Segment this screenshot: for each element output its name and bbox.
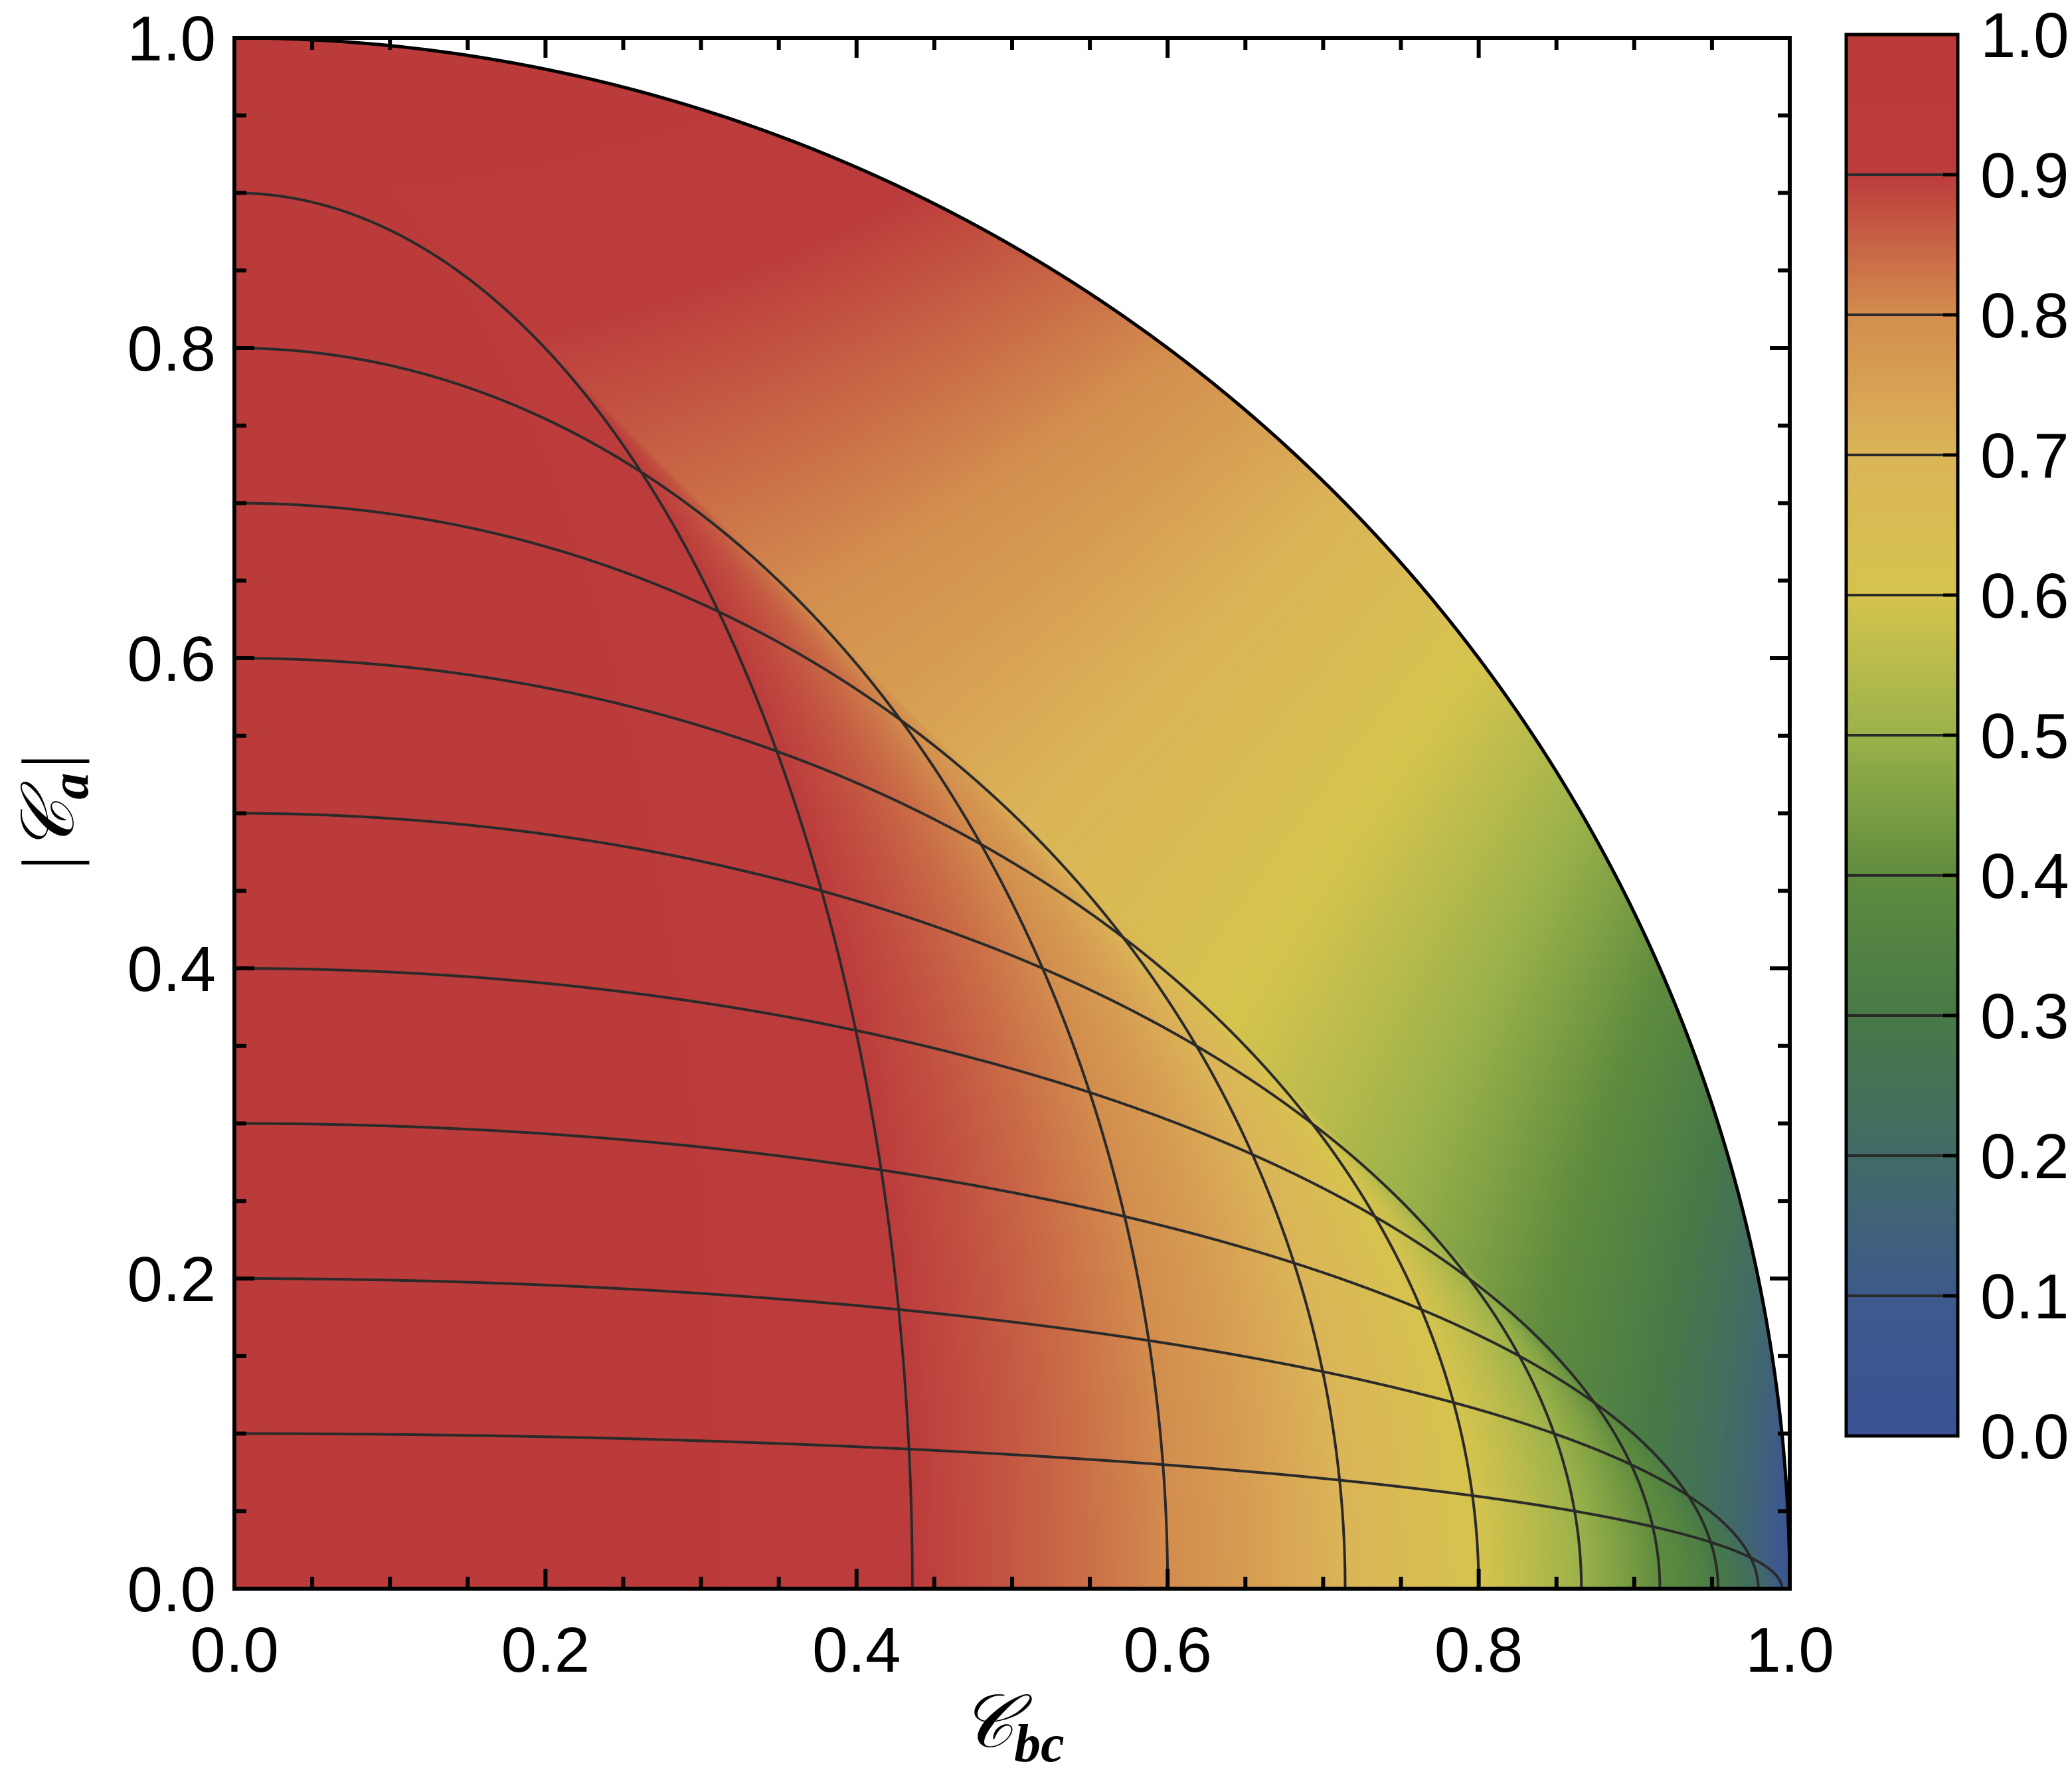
y-tick-label: 0.8 (128, 313, 216, 385)
y-tick-label: 0.4 (128, 934, 216, 1005)
y-axis-label: |𝒞a| (7, 752, 100, 874)
colorbar-tick-label: 0.4 (1980, 841, 2069, 912)
contour-line (234, 1122, 1720, 1589)
x-tick-label: 0.8 (1434, 1615, 1523, 1686)
contour-line (234, 1432, 1784, 1589)
y-axis-label-prefix: | (7, 853, 90, 874)
colorbar-tick-label: 0.9 (1980, 140, 2069, 211)
x-tick-label: 0.0 (190, 1615, 278, 1686)
x-tick-label: 1.0 (1745, 1615, 1834, 1686)
contour-line (234, 657, 1480, 1589)
y-tick-label: 0.6 (128, 624, 216, 695)
y-tick-label: 0.0 (128, 1554, 216, 1625)
contour-line (234, 812, 1583, 1589)
domain-boundary-arc (234, 36, 1792, 1589)
x-axis-label: 𝒞bc (960, 1681, 1064, 1768)
y-tick-label: 1.0 (128, 3, 216, 74)
contour-line (234, 501, 1347, 1589)
y-axis-ticks (234, 36, 1790, 1591)
plot-area: 0.0 0.2 0.4 0.6 0.8 1.0 0.0 0.2 0.4 0.6 0.8 1.0 (128, 3, 1834, 1686)
contour-line (234, 191, 914, 1589)
colorbar-tick-label: 1.0 (1980, 0, 2069, 71)
colorbar: 0.0 0.1 0.2 0.3 0.4 0.5 0.6 0.7 0.8 0.9 1.0 (1844, 0, 2069, 1472)
x-axis-label-sub: bc (1014, 1715, 1065, 1768)
contour-line (234, 347, 1169, 1589)
colorbar-tick-label: 0.6 (1980, 561, 2069, 632)
colorbar-tick-label: 0.1 (1980, 1261, 2069, 1332)
y-axis-label-suffix: | (7, 752, 90, 773)
x-tick-label: 0.6 (1123, 1615, 1211, 1686)
colorbar-level-lines (1846, 173, 1958, 1297)
contour-lines (234, 191, 1784, 1589)
x-axis-ticks (232, 38, 1792, 1589)
y-axis-tick-labels: 0.0 0.2 0.4 0.6 0.8 1.0 (128, 3, 216, 1625)
colorbar-tick-label: 0.2 (1980, 1121, 2069, 1192)
colorbar-tick-labels: 0.0 0.1 0.2 0.3 0.4 0.5 0.6 0.7 0.8 0.9 1.0 (1980, 0, 2069, 1472)
x-tick-label: 0.2 (501, 1615, 590, 1686)
colorbar-tick-label: 0.0 (1980, 1401, 2069, 1472)
colorbar-tick-label: 0.3 (1980, 981, 2069, 1052)
colorbar-tick-label: 0.8 (1980, 280, 2069, 351)
y-tick-label: 0.2 (128, 1244, 216, 1315)
colorbar-ticks (1943, 33, 1958, 1438)
contour-line (234, 1277, 1760, 1589)
y-axis-label-sub: a (41, 773, 100, 800)
x-axis-tick-labels: 0.0 0.2 0.4 0.6 0.8 1.0 (190, 1615, 1834, 1686)
colorbar-tick-label: 0.5 (1980, 701, 2069, 772)
colorbar-tick-label: 0.7 (1980, 420, 2069, 491)
contour-line (234, 967, 1662, 1589)
x-tick-label: 0.4 (812, 1615, 901, 1686)
